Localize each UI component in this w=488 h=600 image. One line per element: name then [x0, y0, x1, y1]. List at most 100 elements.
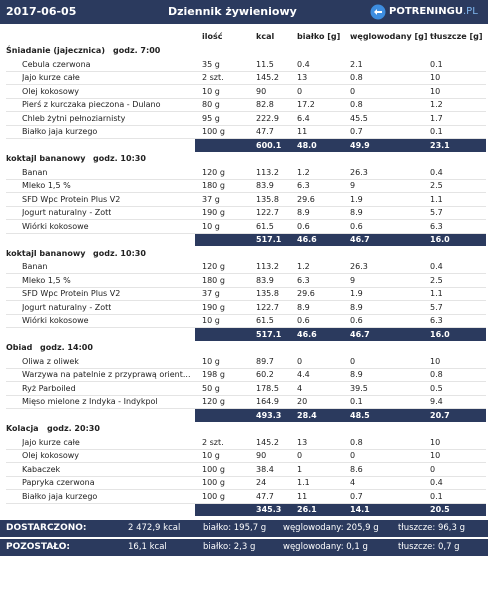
meal-name: koktajl bananowy: [6, 248, 86, 258]
row-separator: [6, 205, 486, 207]
item-name: Mięso mielone z Indyka - Indykpol: [22, 397, 158, 406]
item-cell: 0.6: [350, 221, 363, 231]
total-bar: [195, 233, 486, 246]
total-cell: 14.1: [350, 505, 370, 514]
total-cell: 517.1: [256, 329, 282, 339]
item-name: Kabaczek: [22, 464, 61, 474]
item-cell: 0.4: [297, 59, 310, 69]
item-cell: 1.9: [350, 194, 363, 204]
item-cell: 10 g: [202, 221, 220, 231]
total-cell: 26.1: [297, 505, 317, 514]
item-name: Papryka czerwona: [22, 478, 95, 487]
item-name: Wiórki kokosowe: [22, 221, 89, 231]
footer-cell: węglowodany: 205,9 g: [283, 522, 379, 533]
item-cell: 35 g: [202, 59, 220, 69]
item-cell: 26.3: [350, 167, 368, 177]
item-cell: 20: [297, 397, 308, 406]
item-cell: 60.2: [256, 370, 274, 379]
item-cell: 0.5: [430, 383, 443, 393]
total-bar: [195, 139, 486, 152]
total-cell: 517.1: [256, 235, 282, 244]
item-cell: 89.7: [256, 356, 274, 366]
item-cell: 4: [297, 383, 303, 393]
item-name: Wiórki kokosowe: [22, 316, 89, 325]
item-cell: 122.7: [256, 208, 279, 217]
item-cell: 0.6: [297, 316, 310, 325]
item-cell: 0: [350, 356, 356, 366]
item-cell: 0.4: [430, 167, 443, 177]
item-name: Jajo kurze całe: [22, 73, 80, 82]
footer-label: POZOSTAŁO:: [6, 541, 71, 552]
item-cell: 61.5: [256, 316, 274, 325]
item-name: Jajo kurze całe: [22, 437, 80, 447]
row-separator: [6, 381, 486, 382]
item-cell: 5.7: [430, 302, 443, 312]
row-separator: [6, 489, 486, 490]
item-name: Białko jaja kurzego: [22, 127, 98, 136]
item-cell: 190 g: [202, 302, 225, 312]
item-cell: 11.5: [256, 59, 274, 69]
row-separator: [6, 475, 486, 477]
total-cell: 23.1: [430, 140, 450, 150]
item-cell: 0.7: [350, 127, 363, 136]
item-cell: 135.8: [256, 289, 279, 298]
meal-name: Kolacja: [6, 424, 39, 433]
title: Dziennik żywieniowy: [168, 5, 297, 18]
total-bar: [195, 503, 486, 516]
item-cell: 37 g: [202, 289, 220, 298]
item-name: SFD Wpc Protein Plus V2: [22, 194, 121, 204]
item-name: Banan: [22, 167, 48, 177]
meal-name: koktajl bananowy: [6, 154, 86, 163]
item-cell: 50 g: [202, 383, 220, 393]
row-separator: [6, 124, 486, 126]
item-name: Jogurt naturalny - Zott: [22, 302, 112, 312]
row-separator: [6, 273, 486, 274]
item-cell: 11: [297, 491, 308, 501]
item-cell: 5.7: [430, 208, 443, 217]
item-cell: 8.6: [350, 464, 363, 474]
item-cell: 10: [430, 86, 441, 96]
item-cell: 10: [430, 451, 441, 460]
item-cell: 0.4: [430, 478, 443, 487]
item-cell: 0.1: [350, 397, 363, 406]
item-cell: 83.9: [256, 275, 274, 285]
item-cell: 0: [350, 86, 356, 96]
item-cell: 222.9: [256, 113, 279, 123]
date: 2017-06-05: [6, 5, 77, 18]
item-name: Cebula czerwona: [22, 59, 91, 69]
item-name: Mleko 1,5 %: [22, 181, 71, 190]
logo: POTRENINGU.PL: [389, 0, 478, 24]
total-cell: 28.4: [297, 410, 317, 420]
item-name: Pierś z kurczaka pieczona - Dulano: [22, 100, 161, 109]
item-cell: 0.4: [430, 262, 443, 271]
item-name: Mleko 1,5 %: [22, 275, 71, 285]
item-cell: 13: [297, 73, 308, 82]
item-cell: 1.2: [297, 262, 310, 271]
item-cell: 0: [430, 464, 436, 474]
total-cell: 16.0: [430, 235, 450, 244]
item-cell: 6.3: [297, 275, 310, 285]
item-cell: 198 g: [202, 370, 225, 379]
row-separator: [6, 408, 486, 409]
item-cell: 100 g: [202, 127, 225, 136]
item-name: Białko jaja kurzego: [22, 491, 98, 501]
row-separator: [6, 232, 486, 234]
item-cell: 2.1: [350, 59, 363, 69]
item-cell: 180 g: [202, 181, 225, 190]
item-cell: 83.9: [256, 181, 274, 190]
item-cell: 1.2: [430, 100, 443, 109]
logo-icon: [370, 4, 386, 20]
item-cell: 1.1: [430, 289, 443, 298]
item-cell: 61.5: [256, 221, 274, 231]
item-cell: 1.9: [350, 289, 363, 298]
item-cell: 4.4: [297, 370, 310, 379]
row-separator: [6, 97, 486, 99]
item-cell: 10 g: [202, 316, 220, 325]
item-cell: 8.9: [350, 302, 363, 312]
row-separator: [6, 448, 486, 450]
item-cell: 120 g: [202, 397, 225, 406]
item-cell: 6.3: [430, 221, 443, 231]
item-cell: 9: [350, 181, 356, 190]
footer-label: DOSTARCZONO:: [6, 522, 87, 533]
item-cell: 100 g: [202, 478, 225, 487]
